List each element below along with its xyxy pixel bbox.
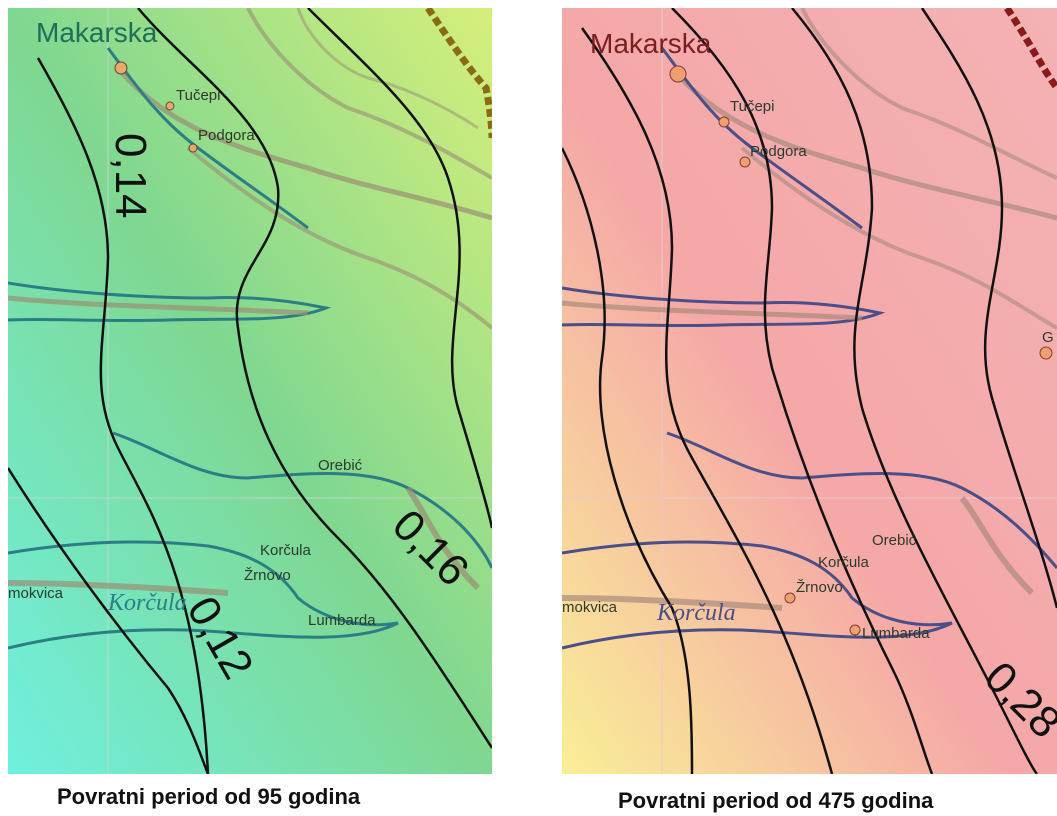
border-line bbox=[425, 8, 492, 139]
coastline bbox=[106, 47, 309, 230]
orebic-coast bbox=[666, 431, 1057, 569]
town-podgora: Podgora bbox=[198, 127, 255, 144]
town-zrnovo: Žrnovo bbox=[244, 567, 291, 584]
town-marker bbox=[849, 624, 861, 636]
island-coast bbox=[8, 540, 399, 650]
town-orebic: Orebić bbox=[872, 532, 917, 549]
road bbox=[562, 300, 863, 321]
island-coast bbox=[562, 540, 953, 650]
road bbox=[562, 595, 783, 611]
town-marker bbox=[718, 116, 730, 128]
isoline bbox=[36, 57, 210, 774]
town-orebic: Orebić bbox=[318, 457, 363, 474]
road bbox=[740, 146, 1057, 330]
town-korcula: Korčula bbox=[260, 542, 312, 559]
town-marker bbox=[114, 61, 128, 75]
town-zrnovo: Žrnovo bbox=[796, 579, 843, 596]
isoline bbox=[791, 8, 1038, 774]
town-edge: G bbox=[1042, 329, 1054, 346]
map-background bbox=[562, 8, 1057, 774]
coastline bbox=[660, 47, 863, 230]
town-korcula: Korčula bbox=[818, 554, 870, 571]
town-tucepi: Tučepi bbox=[176, 87, 220, 104]
road bbox=[296, 8, 479, 130]
border-line bbox=[1004, 8, 1057, 91]
town-marker bbox=[739, 156, 751, 168]
town-marker bbox=[165, 101, 175, 111]
island-label: Korčula bbox=[656, 600, 736, 626]
road bbox=[246, 8, 492, 180]
town-tucepi: Tučepi bbox=[730, 98, 774, 115]
road bbox=[116, 66, 492, 221]
island-label: Korčula bbox=[107, 590, 187, 616]
caption-95: Povratni period od 95 godina bbox=[57, 784, 361, 809]
map-95: Makarska Tučepi Podgora Orebić Korčula Ž… bbox=[8, 8, 492, 774]
map-panel-475: Makarska Tučepi Podgora Orebić Korčula Ž… bbox=[562, 8, 1057, 774]
town-lumbarda: Lumbarda bbox=[862, 625, 930, 642]
road bbox=[670, 66, 1057, 221]
isoline bbox=[920, 8, 1057, 609]
town-makarska: Makarska bbox=[590, 28, 712, 59]
isoline bbox=[137, 8, 492, 749]
isoline bbox=[8, 467, 210, 774]
road bbox=[8, 580, 229, 596]
road bbox=[186, 146, 492, 330]
town-smokvica: mokvica bbox=[562, 599, 618, 616]
road bbox=[959, 496, 1035, 596]
map-475: Makarska Tučepi Podgora Orebić Korčula Ž… bbox=[562, 8, 1057, 774]
road bbox=[405, 486, 481, 591]
map-panel-95: Makarska Tučepi Podgora Orebić Korčula Ž… bbox=[8, 8, 492, 774]
isoline bbox=[307, 8, 492, 529]
road bbox=[800, 8, 1057, 180]
orebic-coast bbox=[112, 431, 492, 569]
town-podgora: Podgora bbox=[750, 143, 807, 160]
isoline-label-0-14: 0,14 bbox=[106, 133, 155, 219]
town-marker bbox=[188, 143, 198, 153]
peninsula-coast bbox=[8, 281, 332, 323]
town-smokvica: mokvica bbox=[8, 585, 64, 602]
isoline bbox=[671, 8, 934, 774]
isoline bbox=[580, 27, 834, 774]
town-lumbarda: Lumbarda bbox=[308, 612, 376, 629]
isoline bbox=[562, 147, 694, 774]
town-makarska: Makarska bbox=[36, 17, 158, 48]
town-marker bbox=[669, 65, 687, 83]
road bbox=[8, 295, 309, 316]
caption-475: Povratni period od 475 godina bbox=[618, 788, 934, 813]
town-marker bbox=[1039, 346, 1053, 360]
town-marker bbox=[784, 592, 796, 604]
